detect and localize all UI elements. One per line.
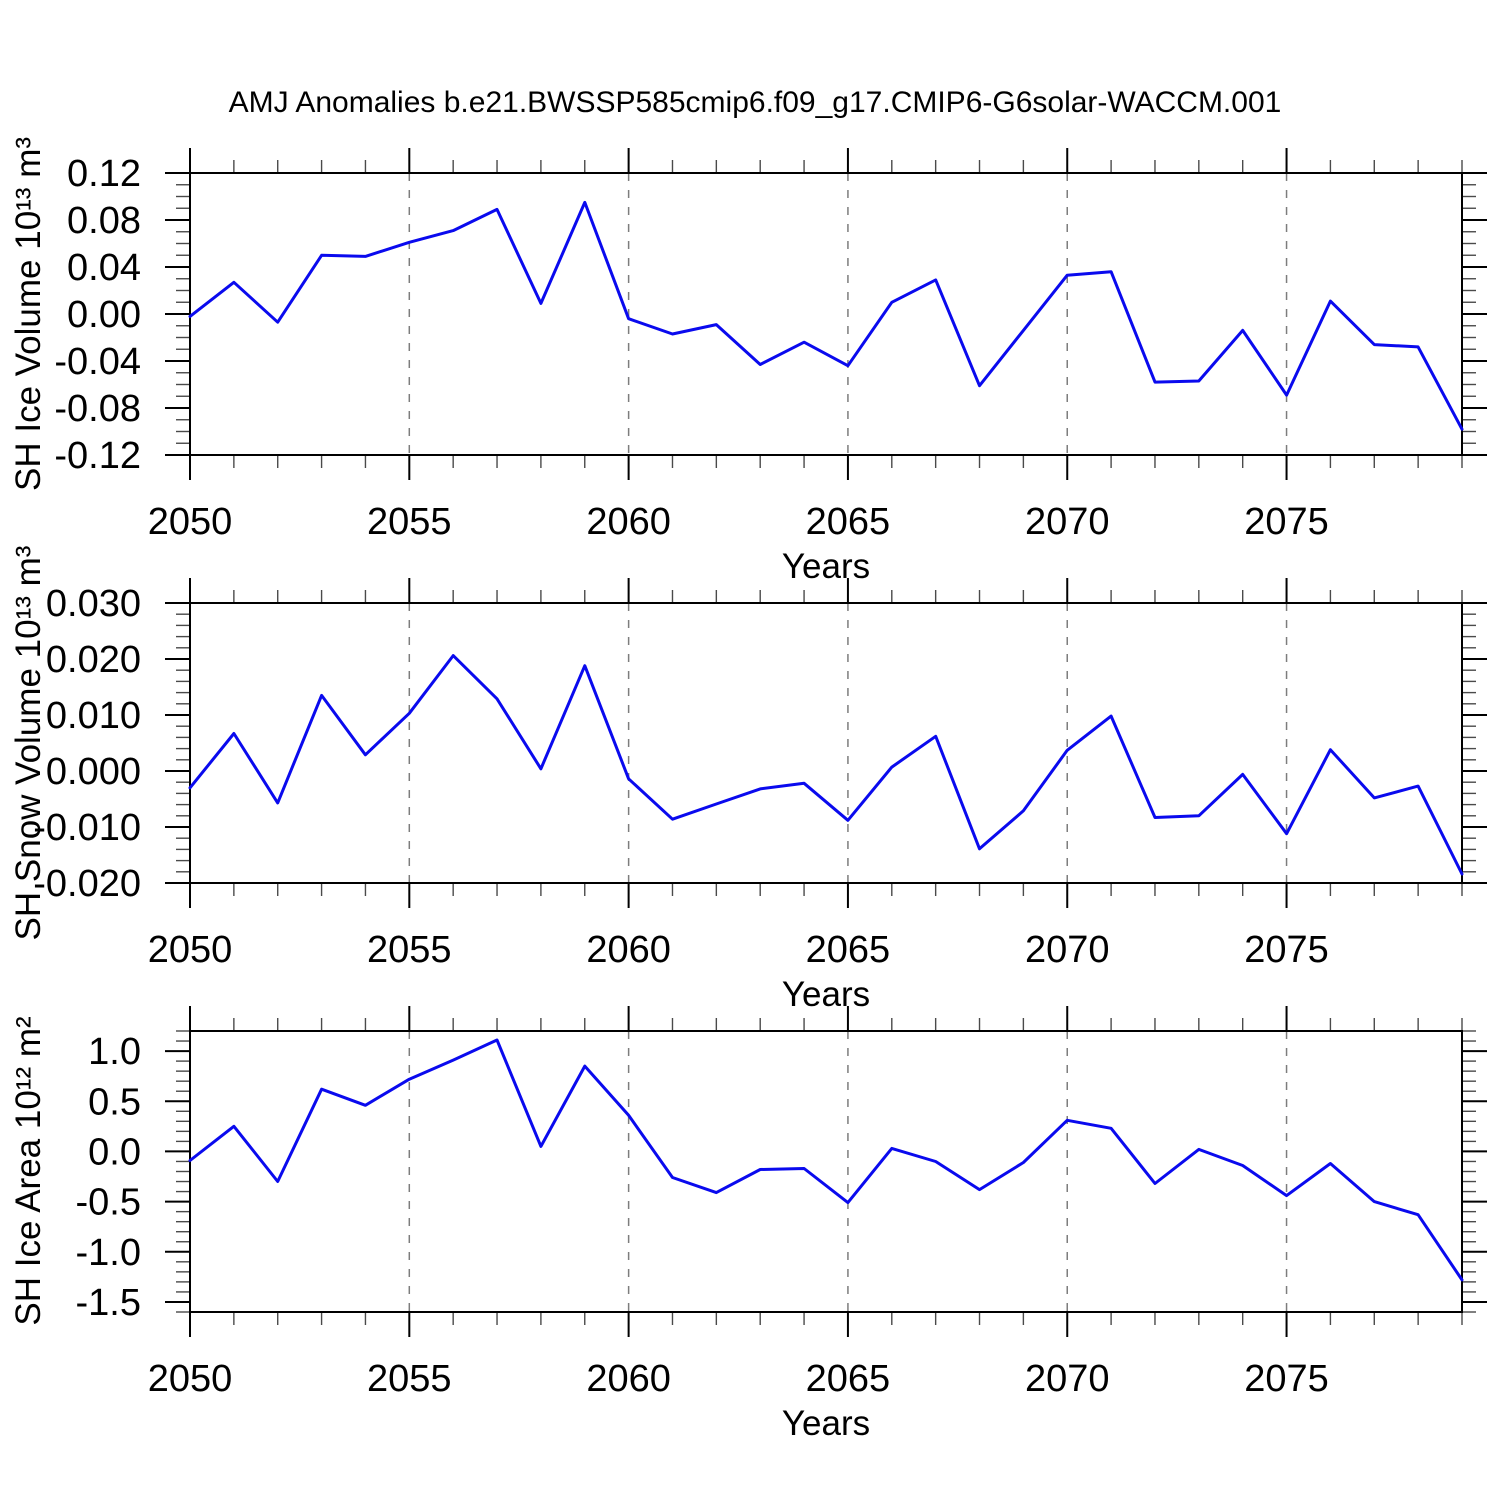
x-tick-label: 2075 — [1244, 1358, 1329, 1400]
x-tick-label: 2070 — [1025, 929, 1110, 971]
y-tick-label: 0.12 — [67, 153, 141, 195]
y-tick-label: -0.04 — [54, 341, 141, 383]
x-tick-label: 2075 — [1244, 501, 1329, 543]
panel1-y-axis-title: SH Ice Volume 10¹³ m³ — [9, 137, 48, 491]
data-line — [188, 200, 1464, 431]
y-tick-label: -0.08 — [54, 388, 141, 430]
y-tick-label: -1.0 — [76, 1232, 141, 1274]
y-tick-label: -0.010 — [33, 807, 141, 849]
x-tick-label: 2065 — [806, 1358, 891, 1400]
x-tick-labels: 2050 2055 2060 2065 2070 2075 — [148, 929, 1329, 971]
x-tick-label: 2070 — [1025, 501, 1110, 543]
y-tick-label: 0.08 — [67, 200, 141, 242]
gridlines — [408, 173, 1288, 455]
y-tick-label: -1.5 — [76, 1282, 141, 1324]
y-tick-label: 0.030 — [46, 583, 141, 625]
y-tick-labels: 0.030 0.020 0.010 0.000 -0.010 -0.020 — [33, 583, 141, 905]
y-tick-label: 0.020 — [46, 639, 141, 681]
data-line — [188, 654, 1464, 876]
x-tick-label: 2075 — [1244, 929, 1329, 971]
x-tick-label: 2060 — [586, 501, 671, 543]
chart-title: AMJ Anomalies b.e21.BWSSP585cmip6.f09_g1… — [229, 86, 1282, 119]
y-tick-label: 0.04 — [67, 247, 141, 289]
y-tick-labels: 1.0 0.5 0.0 -0.5 -1.0 -1.5 — [76, 1031, 141, 1324]
x-tick-label: 2060 — [586, 929, 671, 971]
plot-box — [189, 172, 1463, 456]
y-tick-label: -0.5 — [76, 1182, 141, 1224]
x-tick-label: 2055 — [367, 929, 452, 971]
panel3-x-axis-title: Years — [782, 1404, 870, 1443]
y-tick-label: 0.00 — [67, 294, 141, 336]
x-tick-label: 2060 — [586, 1358, 671, 1400]
plot-box — [189, 1030, 1463, 1313]
y-tick-label: 0.5 — [88, 1081, 141, 1123]
panel2-y-axis-title: SH Snow Volume 10¹³ m³ — [9, 546, 48, 941]
x-tick-labels: 2050 2055 2060 2065 2070 2075 — [148, 1358, 1329, 1400]
y-tick-labels: 0.12 0.08 0.04 0.00 -0.04 -0.08 -0.12 — [54, 153, 141, 477]
y-tick-label: 1.0 — [88, 1031, 141, 1073]
x-tick-label: 2065 — [806, 929, 891, 971]
y-tick-label: 0.0 — [88, 1131, 141, 1173]
y-tick-label: 0.010 — [46, 695, 141, 737]
x-tick-labels: 2050 2055 2060 2065 2070 2075 — [148, 501, 1329, 543]
x-tick-label: 2055 — [367, 501, 452, 543]
ticks — [165, 148, 1487, 480]
panel2-x-axis-title: Years — [782, 975, 870, 1014]
x-tick-label: 2065 — [806, 501, 891, 543]
x-tick-label: 2070 — [1025, 1358, 1110, 1400]
y-tick-label: -0.12 — [54, 435, 141, 477]
y-tick-label: -0.020 — [33, 863, 141, 905]
x-tick-label: 2050 — [148, 1358, 233, 1400]
data-line — [188, 1038, 1464, 1282]
ticks — [165, 1006, 1487, 1337]
x-tick-label: 2050 — [148, 929, 233, 971]
gridlines — [408, 1031, 1288, 1312]
y-tick-label: 0.000 — [46, 751, 141, 793]
gridlines — [408, 603, 1288, 883]
x-tick-label: 2050 — [148, 501, 233, 543]
ticks — [165, 578, 1487, 908]
panel1-x-axis-title: Years — [782, 547, 870, 586]
plot-box — [189, 602, 1463, 884]
panel3-y-axis-title: SH Ice Area 10¹² m² — [9, 1016, 48, 1325]
x-tick-label: 2055 — [367, 1358, 452, 1400]
